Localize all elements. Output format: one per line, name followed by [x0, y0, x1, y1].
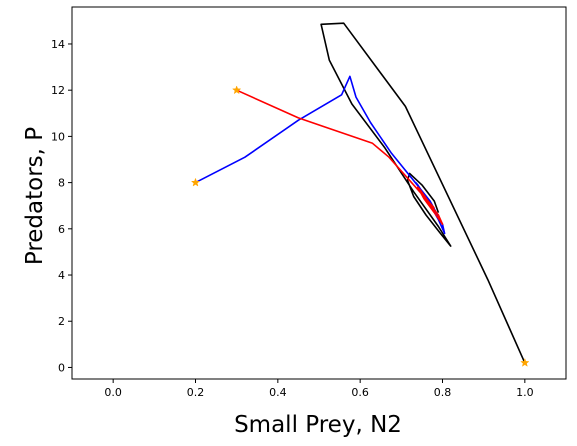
y-tick-label: 0	[58, 361, 65, 374]
y-tick-label: 2	[58, 315, 65, 328]
x-axis-label: Small Prey, N2	[234, 412, 402, 438]
axes-frame	[71, 6, 567, 380]
start-marker-3	[231, 85, 242, 95]
series-line-3	[236, 89, 444, 225]
y-tick-label: 8	[58, 177, 65, 190]
x-tick-label: 0.2	[187, 386, 205, 399]
y-axis-label: Predators, P	[22, 127, 48, 265]
x-tick-label: 1.0	[516, 386, 534, 399]
y-tick-label: 14	[51, 38, 65, 51]
series-line-2	[195, 75, 446, 235]
x-tick-label: 0.6	[351, 386, 369, 399]
x-tick-label: 0.0	[104, 386, 122, 399]
y-tick-label: 4	[58, 269, 65, 282]
x-tick-label: 0.4	[269, 386, 287, 399]
x-tick-label: 0.8	[434, 386, 452, 399]
plot-area: 0.0 0.2 0.4 0.6 0.8 1.0 0 2 4 6 8 10 12 14	[51, 6, 567, 399]
series-line-1	[320, 22, 526, 364]
y-tick-label: 12	[51, 84, 65, 97]
y-tick-label: 6	[58, 223, 65, 236]
y-tick-label: 10	[51, 130, 65, 143]
start-marker-2	[190, 177, 201, 187]
start-marker-1	[520, 357, 530, 367]
